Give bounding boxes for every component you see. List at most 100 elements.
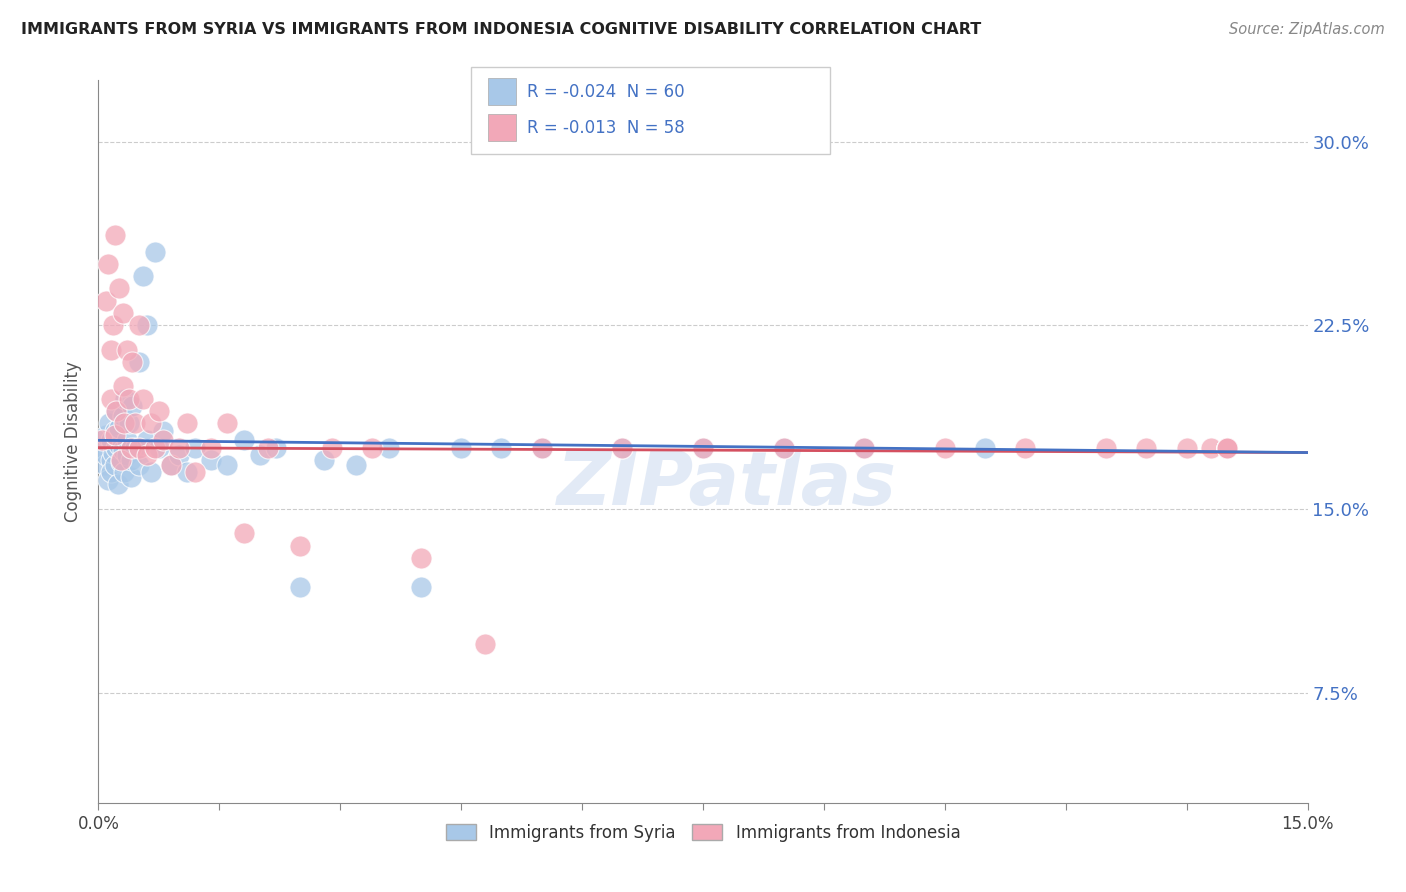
Point <box>121 355 143 369</box>
Point <box>111 443 134 458</box>
Point <box>1216 441 1239 455</box>
Point <box>107 281 129 295</box>
Point <box>249 448 271 462</box>
Point <box>128 318 150 333</box>
Point <box>139 465 162 479</box>
Point <box>143 244 166 259</box>
Point <box>100 392 122 406</box>
Point <box>100 453 122 467</box>
Point <box>200 441 222 455</box>
Point <box>117 434 139 448</box>
Point <box>105 404 128 418</box>
Point <box>200 453 222 467</box>
Point <box>108 421 131 435</box>
Point <box>232 526 254 541</box>
Point <box>118 392 141 406</box>
Point <box>91 441 114 455</box>
Point <box>176 416 198 430</box>
Point <box>96 448 118 462</box>
Point <box>107 438 129 452</box>
Point <box>692 441 714 455</box>
Point <box>143 441 166 455</box>
Text: R = -0.013  N = 58: R = -0.013 N = 58 <box>527 119 685 136</box>
Point <box>217 458 239 472</box>
Point <box>101 445 124 459</box>
Point <box>1216 441 1239 455</box>
Point <box>100 434 122 448</box>
Point <box>91 434 114 448</box>
Point <box>491 441 513 455</box>
Point <box>96 293 118 308</box>
Point <box>128 458 150 472</box>
Point <box>612 441 634 455</box>
Point <box>124 441 146 455</box>
Point <box>974 441 997 455</box>
Point <box>314 453 336 467</box>
Point <box>110 453 132 467</box>
Point <box>121 399 143 413</box>
Point <box>184 465 207 479</box>
Point <box>128 355 150 369</box>
Point <box>112 416 135 430</box>
Point <box>167 448 190 462</box>
Point <box>152 424 174 438</box>
Point <box>97 416 120 430</box>
Point <box>120 470 142 484</box>
Point <box>152 434 174 448</box>
Point <box>96 428 118 442</box>
Point <box>344 458 367 472</box>
Point <box>772 441 794 455</box>
Point <box>114 392 136 406</box>
Point <box>1175 441 1198 455</box>
Point <box>530 441 553 455</box>
Point <box>101 318 124 333</box>
Point <box>184 441 207 455</box>
Point <box>135 318 157 333</box>
Text: Source: ZipAtlas.com: Source: ZipAtlas.com <box>1229 22 1385 37</box>
Point <box>853 441 876 455</box>
Point <box>167 441 190 455</box>
Point <box>118 416 141 430</box>
Point <box>288 580 311 594</box>
Point <box>1135 441 1157 455</box>
Point <box>111 409 134 423</box>
Point <box>115 343 138 357</box>
Point <box>1095 441 1118 455</box>
Point <box>139 416 162 430</box>
Point <box>232 434 254 448</box>
Point <box>100 343 122 357</box>
Point <box>288 539 311 553</box>
Point <box>97 473 120 487</box>
Point <box>474 637 496 651</box>
Point <box>103 424 125 438</box>
Point <box>217 416 239 430</box>
Point <box>148 404 170 418</box>
Point <box>1216 441 1239 455</box>
Point <box>128 441 150 455</box>
Point <box>103 458 125 472</box>
Point <box>111 306 134 320</box>
Point <box>1014 441 1036 455</box>
Point <box>132 269 155 284</box>
Point <box>132 392 155 406</box>
Point <box>94 458 117 472</box>
Point <box>110 455 132 469</box>
Point <box>612 441 634 455</box>
Point <box>176 465 198 479</box>
Text: R = -0.024  N = 60: R = -0.024 N = 60 <box>527 83 685 101</box>
Point <box>409 550 432 565</box>
Point <box>148 441 170 455</box>
Point <box>97 257 120 271</box>
Point <box>772 441 794 455</box>
Point <box>530 441 553 455</box>
Y-axis label: Cognitive Disability: Cognitive Disability <box>65 361 83 522</box>
Point <box>160 458 183 472</box>
Point <box>1199 441 1222 455</box>
Legend: Immigrants from Syria, Immigrants from Indonesia: Immigrants from Syria, Immigrants from I… <box>439 817 967 848</box>
Point <box>107 477 129 491</box>
Point <box>321 441 343 455</box>
Point <box>115 448 138 462</box>
Point <box>1216 441 1239 455</box>
Point <box>111 379 134 393</box>
Point <box>120 453 142 467</box>
